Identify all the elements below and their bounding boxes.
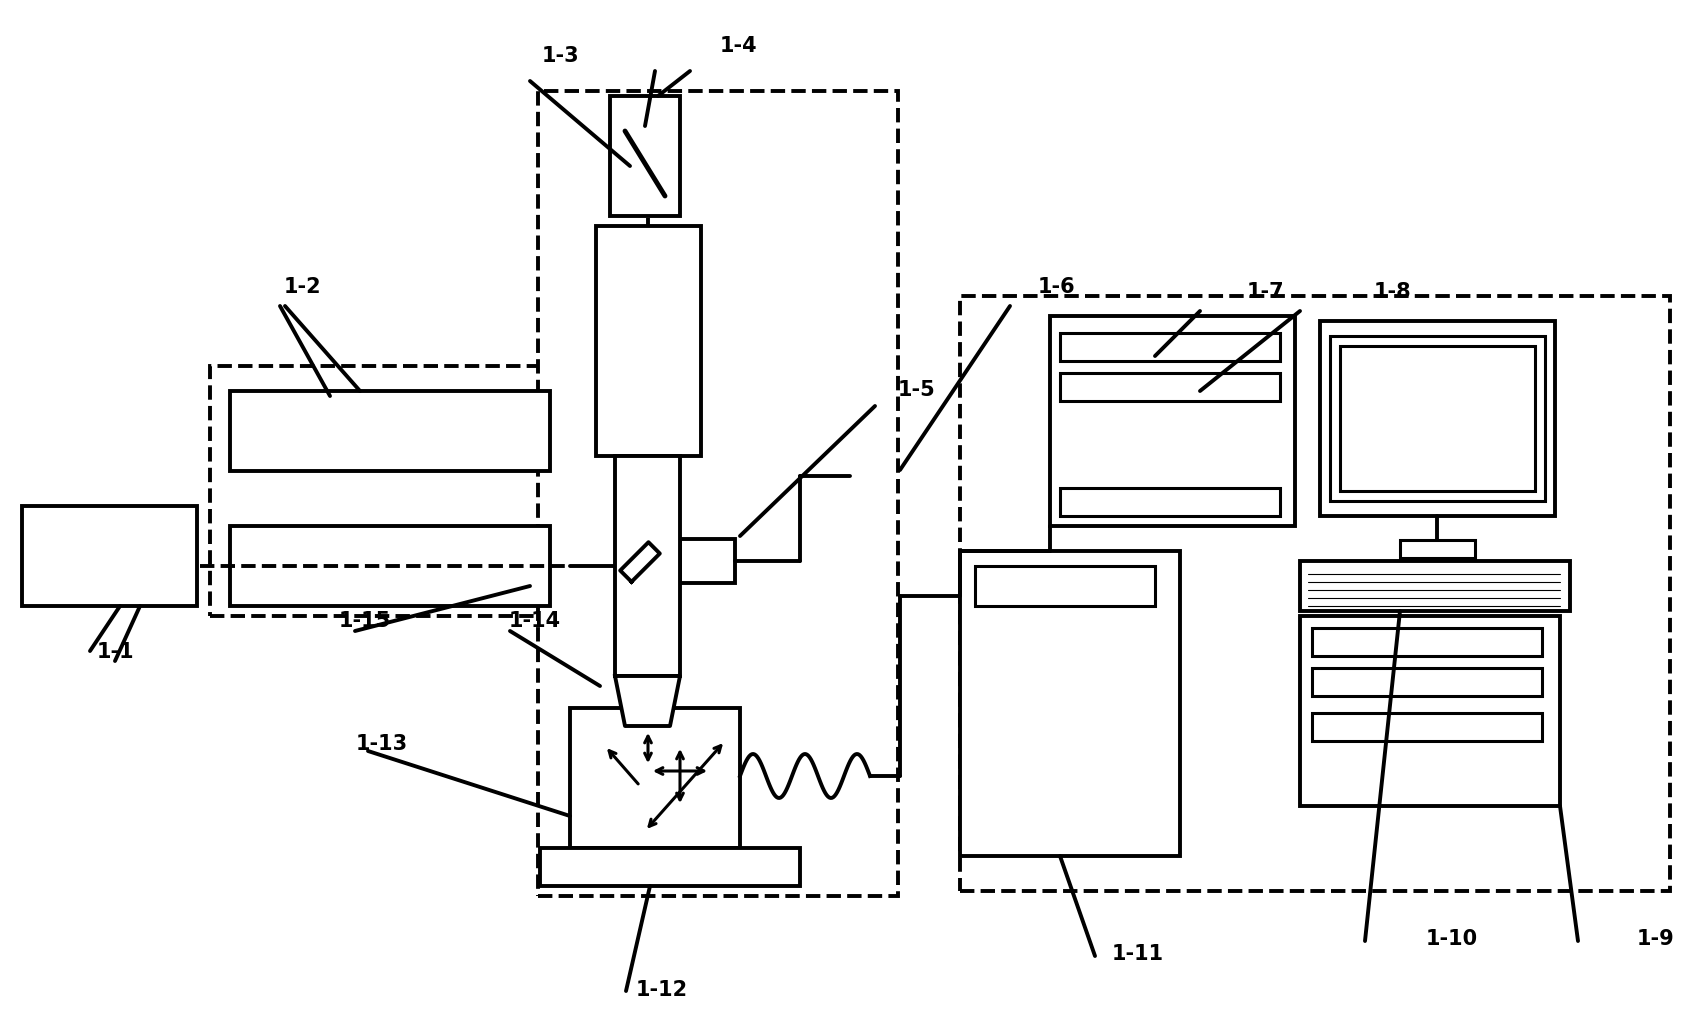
Polygon shape [620, 542, 661, 582]
Bar [1313, 668, 1542, 696]
Bar [596, 226, 701, 456]
Bar [959, 295, 1671, 891]
Text: 1-13: 1-13 [357, 734, 408, 754]
Bar [1340, 346, 1535, 491]
Bar [1060, 488, 1280, 516]
Bar [540, 849, 800, 886]
Bar [1399, 540, 1476, 558]
Text: 1-1: 1-1 [97, 641, 134, 662]
Text: 1-7: 1-7 [1246, 282, 1284, 303]
Bar [571, 708, 740, 849]
Text: 1-14: 1-14 [509, 610, 560, 631]
Text: 1-10: 1-10 [1426, 929, 1477, 949]
Bar [679, 539, 735, 583]
Bar [211, 366, 571, 616]
Bar [1330, 336, 1545, 501]
Bar [229, 391, 550, 471]
Text: 1-3: 1-3 [542, 46, 579, 67]
Bar [975, 566, 1155, 606]
Text: 1-5: 1-5 [898, 380, 936, 400]
Bar [22, 506, 197, 606]
Bar [1301, 561, 1571, 611]
Text: 1-15: 1-15 [340, 610, 391, 631]
Text: 1-8: 1-8 [1374, 282, 1411, 303]
Text: 1-12: 1-12 [637, 980, 688, 1000]
Text: 1-11: 1-11 [1112, 944, 1163, 964]
Text: 1-6: 1-6 [1037, 277, 1075, 298]
Text: 1-4: 1-4 [720, 36, 757, 56]
Bar [615, 456, 679, 676]
Text: 1-2: 1-2 [284, 277, 321, 298]
Bar [1060, 373, 1280, 401]
Polygon shape [615, 676, 679, 726]
Bar [1060, 333, 1280, 361]
Bar [1313, 713, 1542, 741]
Bar [959, 551, 1180, 856]
Text: 1-9: 1-9 [1637, 929, 1674, 949]
Bar [538, 91, 898, 896]
Bar [1313, 628, 1542, 656]
Bar [1301, 616, 1560, 806]
Bar [229, 526, 550, 606]
Bar [1049, 316, 1296, 526]
Bar [610, 96, 679, 216]
Bar [1319, 321, 1555, 516]
